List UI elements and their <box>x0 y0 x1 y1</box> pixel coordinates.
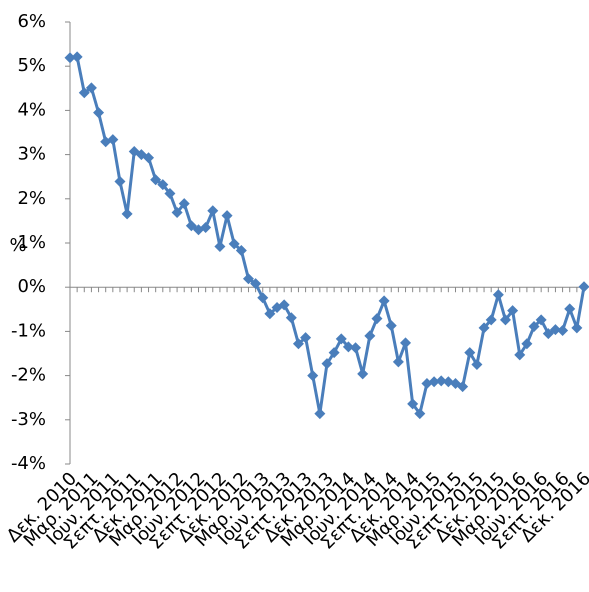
marker <box>200 222 212 234</box>
marker <box>371 313 383 325</box>
marker <box>307 370 319 382</box>
marker <box>292 338 304 350</box>
marker <box>528 321 540 333</box>
marker <box>342 341 354 353</box>
marker <box>250 278 262 290</box>
marker <box>557 325 569 337</box>
marker <box>414 408 426 420</box>
marker <box>335 333 347 345</box>
marker <box>121 208 133 220</box>
marker <box>207 205 219 217</box>
marker <box>407 398 419 410</box>
marker <box>400 337 412 349</box>
marker <box>385 320 397 332</box>
marker <box>507 305 519 317</box>
marker <box>93 107 105 119</box>
marker <box>549 324 561 336</box>
marker <box>235 245 247 257</box>
marker <box>350 342 362 354</box>
y-tick-label: -2% <box>11 365 46 386</box>
marker <box>300 332 312 344</box>
marker <box>157 179 169 191</box>
marker <box>64 52 76 64</box>
marker <box>321 358 333 370</box>
y-tick-label: 1% <box>17 232 46 253</box>
marker <box>328 347 340 359</box>
marker <box>378 295 390 307</box>
marker <box>71 51 83 63</box>
y-tick-label: 5% <box>17 55 46 76</box>
marker <box>314 408 326 420</box>
marker <box>278 299 290 311</box>
marker <box>228 238 240 250</box>
marker <box>428 376 440 388</box>
marker <box>264 308 276 320</box>
y-axis-label: % <box>9 235 26 256</box>
marker <box>242 273 254 285</box>
y-tick-label: 0% <box>17 276 46 297</box>
marker <box>285 312 297 324</box>
y-tick-label: 2% <box>17 188 46 209</box>
marker <box>78 87 90 99</box>
marker <box>364 330 376 342</box>
marker <box>571 322 583 334</box>
marker <box>178 198 190 210</box>
marker <box>521 338 533 350</box>
marker <box>457 381 469 393</box>
marker <box>492 289 504 301</box>
marker <box>164 187 176 199</box>
marker <box>257 292 269 304</box>
marker <box>499 314 511 326</box>
y-tick-label: -1% <box>11 320 46 341</box>
marker <box>435 375 447 387</box>
marker <box>221 210 233 222</box>
marker <box>478 322 490 334</box>
marker <box>85 82 97 94</box>
y-tick-label: -4% <box>11 453 46 474</box>
marker <box>535 314 547 326</box>
marker <box>357 368 369 380</box>
marker <box>171 207 183 219</box>
marker <box>107 134 119 146</box>
marker <box>114 176 126 188</box>
marker <box>143 152 155 164</box>
y-tick-label: -3% <box>11 409 46 430</box>
y-tick-label: 6% <box>17 11 46 32</box>
marker <box>542 328 554 340</box>
marker <box>150 174 162 186</box>
marker <box>578 281 589 293</box>
y-tick-label: 4% <box>17 99 46 120</box>
marker <box>485 314 497 326</box>
marker <box>564 303 576 315</box>
marker <box>185 220 197 232</box>
marker <box>464 347 476 359</box>
marker <box>392 356 404 368</box>
marker <box>214 241 226 253</box>
marker <box>514 349 526 361</box>
y-tick-label: 3% <box>17 144 46 165</box>
marker <box>471 359 483 371</box>
